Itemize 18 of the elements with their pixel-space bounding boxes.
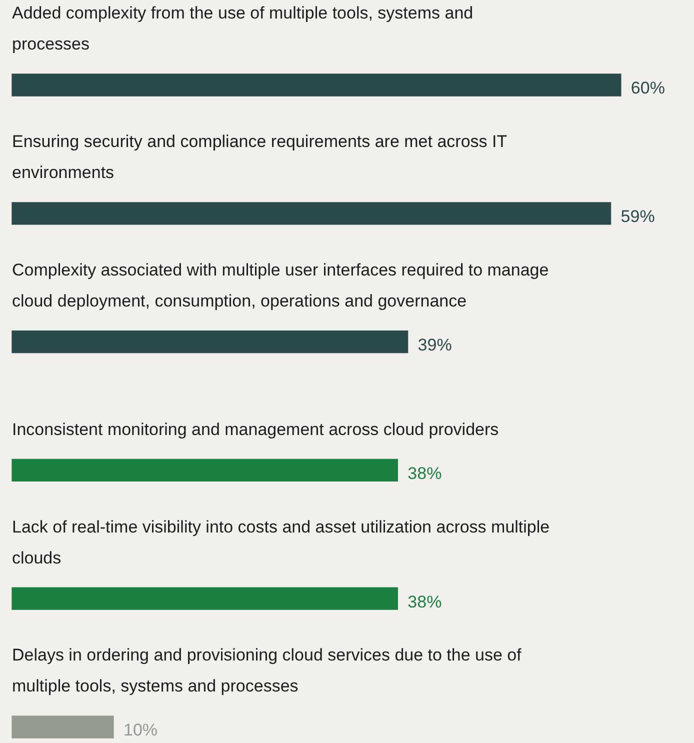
data-label: 59% xyxy=(620,207,655,226)
data-label: 38% xyxy=(408,592,442,612)
y-tick-label: Delays in ordering and provisioning cloud services due to the use of multiple tools, systems and processes xyxy=(12,646,522,696)
y-tick-label: Lack of real-time visibility into costs and asset utilization across multiple clouds xyxy=(12,517,550,568)
y-tick-label: Ensuring security and compliance requirements are met across IT environments xyxy=(12,132,508,182)
bar xyxy=(12,74,622,96)
y-tick-label: Inconsistent monitoring and management across cloud providers xyxy=(12,420,499,439)
data-label: 39% xyxy=(418,335,452,354)
data-label: 38% xyxy=(408,464,442,483)
bar xyxy=(12,587,398,610)
bar xyxy=(12,330,408,354)
bar xyxy=(12,716,114,738)
y-tick-label: Complexity associated with multiple user interfaces required to manage cloud deployment, consumption, operations and governance xyxy=(12,260,549,310)
bar xyxy=(12,458,398,482)
bar xyxy=(12,202,612,225)
y-tick-label: Added complexity from the use of multiple tools, systems and processes xyxy=(12,4,474,54)
data-label: 60% xyxy=(630,78,665,98)
data-label: 10% xyxy=(123,720,158,740)
